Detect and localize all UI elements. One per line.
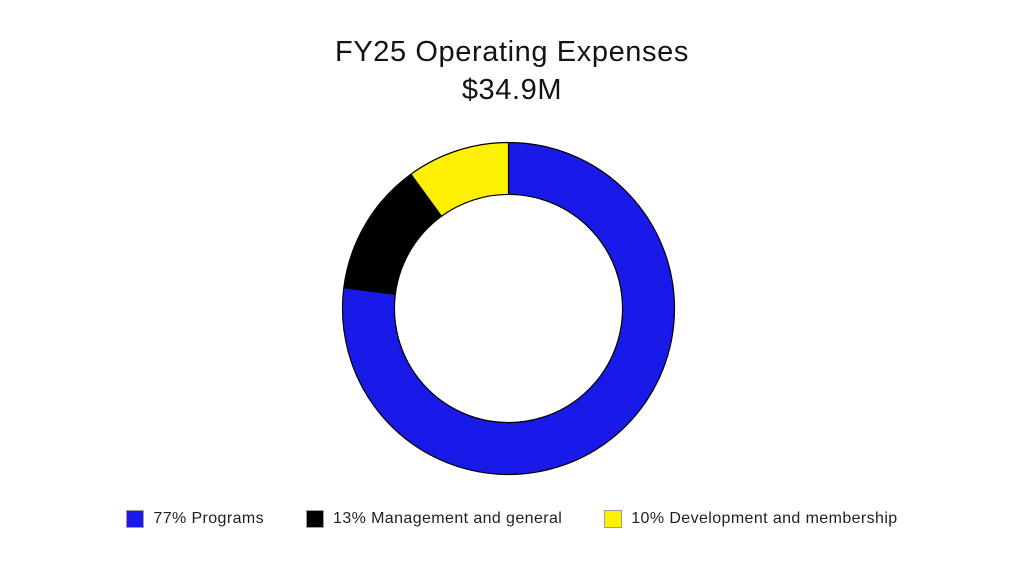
chart-subtitle: $34.9M	[461, 74, 563, 106]
legend-label-development: 10% Development and membership	[631, 510, 898, 527]
legend-label-management: 13% Management and general	[333, 510, 563, 527]
legend-item-management: 13% Management and general	[306, 510, 562, 528]
donut-chart-svg	[341, 141, 676, 476]
legend-swatch-management	[306, 510, 325, 528]
legend-swatch-programs	[126, 510, 145, 528]
legend-swatch-development	[604, 510, 623, 528]
chart-title-block: FY25 Operating Expenses $34.9M	[0, 33, 1024, 109]
donut-chart	[328, 128, 689, 489]
legend-label-programs: 77% Programs	[153, 510, 265, 527]
legend-item-programs: 77% Programs	[126, 510, 264, 528]
chart-title: FY25 Operating Expenses	[335, 36, 689, 68]
donut-segment-development-and-membership	[410, 141, 510, 217]
legend-item-development: 10% Development and membership	[604, 510, 897, 528]
chart-legend: 77% Programs 13% Management and general …	[0, 510, 1024, 528]
donut-segment-programs	[341, 141, 676, 476]
